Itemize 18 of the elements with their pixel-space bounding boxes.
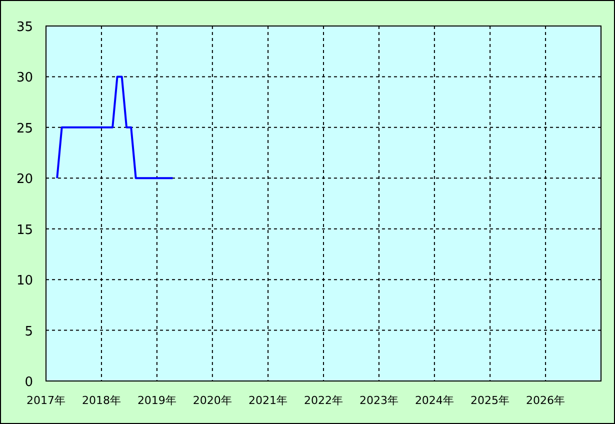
x-tick-label: 2021年: [248, 394, 288, 407]
y-tick-label: 25: [16, 121, 33, 136]
x-tick-label: 2019年: [137, 394, 176, 407]
x-tick-label: 2022年: [304, 394, 343, 407]
y-tick-label: 10: [16, 274, 33, 289]
y-tick-label: 30: [16, 70, 33, 86]
x-tick-label: 2024年: [414, 394, 454, 407]
x-tick-label: 2026年: [526, 394, 566, 407]
x-tick-label: 2025年: [470, 394, 510, 407]
y-tick-label: 15: [16, 222, 33, 238]
x-tick-label: 2020年: [192, 394, 232, 407]
x-tick-label: 2017年: [26, 394, 66, 407]
y-tick-label: 5: [24, 324, 33, 340]
x-tick-label: 2023年: [359, 394, 398, 407]
y-tick-label: 0: [24, 375, 33, 390]
x-tick-label: 2018年: [82, 394, 121, 407]
y-tick-label: 35: [16, 20, 33, 35]
y-tick-label: 20: [16, 172, 33, 188]
